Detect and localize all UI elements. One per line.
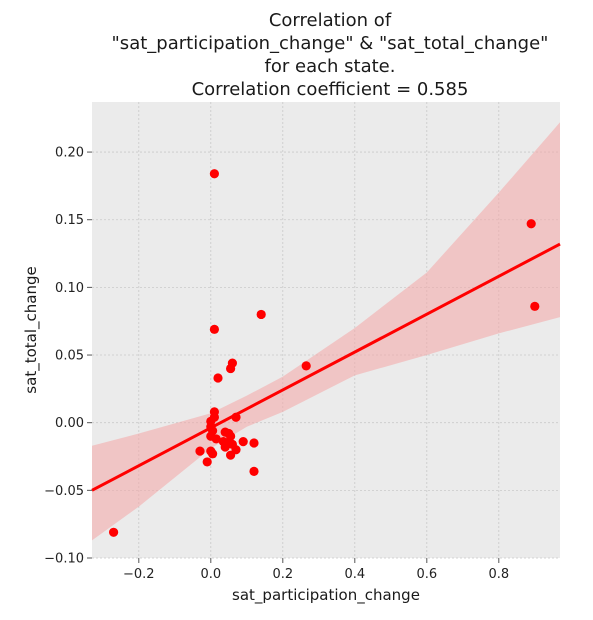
chart-title-line-1: Correlation of — [269, 10, 392, 31]
data-point — [109, 527, 119, 537]
data-point — [209, 169, 219, 179]
x-tick-label: 0.8 — [488, 567, 509, 582]
y-tick-label: 0.20 — [55, 146, 84, 161]
x-tick-label: −0.2 — [123, 567, 155, 582]
data-point — [249, 466, 259, 477]
data-point — [301, 361, 311, 371]
data-point — [195, 446, 205, 456]
data-point — [526, 219, 536, 229]
data-point — [220, 442, 230, 452]
x-tick-label: 0.6 — [416, 567, 437, 582]
data-point — [209, 324, 219, 334]
x-tick-label: 0.0 — [200, 567, 221, 582]
data-point — [226, 431, 236, 441]
regression-line — [91, 242, 561, 492]
data-point — [226, 450, 236, 460]
y-axis-ticks: −0.10 −0.05 0.00 0.05 0.10 0.15 0.20 — [44, 146, 92, 567]
data-point — [231, 412, 241, 422]
data-point — [256, 309, 266, 320]
y-tick-label: 0.10 — [55, 281, 84, 296]
data-point — [530, 301, 540, 311]
y-tick-label: 0.05 — [55, 349, 84, 364]
chart-title-line-2: "sat_participation_change" & "sat_total_… — [112, 33, 549, 54]
data-point — [211, 434, 221, 444]
data-point — [249, 438, 259, 448]
x-axis-ticks: −0.2 0.0 0.2 0.4 0.6 0.8 — [123, 558, 509, 582]
chart-title-line-4: Correlation coefficient = 0.585 — [192, 79, 469, 100]
regression-line-layer — [91, 242, 561, 492]
data-point — [202, 457, 212, 467]
x-tick-label: 0.4 — [344, 567, 365, 582]
x-axis-label: sat_participation_change — [232, 586, 420, 605]
x-tick-label: 0.2 — [272, 567, 293, 582]
y-axis-label: sat_total_change — [22, 266, 41, 393]
data-point — [238, 437, 248, 447]
chart-title-line-3: for each state. — [265, 56, 396, 77]
data-point — [208, 449, 218, 459]
y-tick-label: 0.15 — [55, 213, 84, 228]
data-points-layer — [109, 169, 540, 537]
data-point — [226, 363, 236, 374]
y-tick-label: −0.10 — [44, 552, 84, 567]
y-tick-label: −0.05 — [44, 484, 84, 499]
y-tick-label: 0.00 — [55, 416, 84, 431]
data-point — [213, 373, 223, 383]
